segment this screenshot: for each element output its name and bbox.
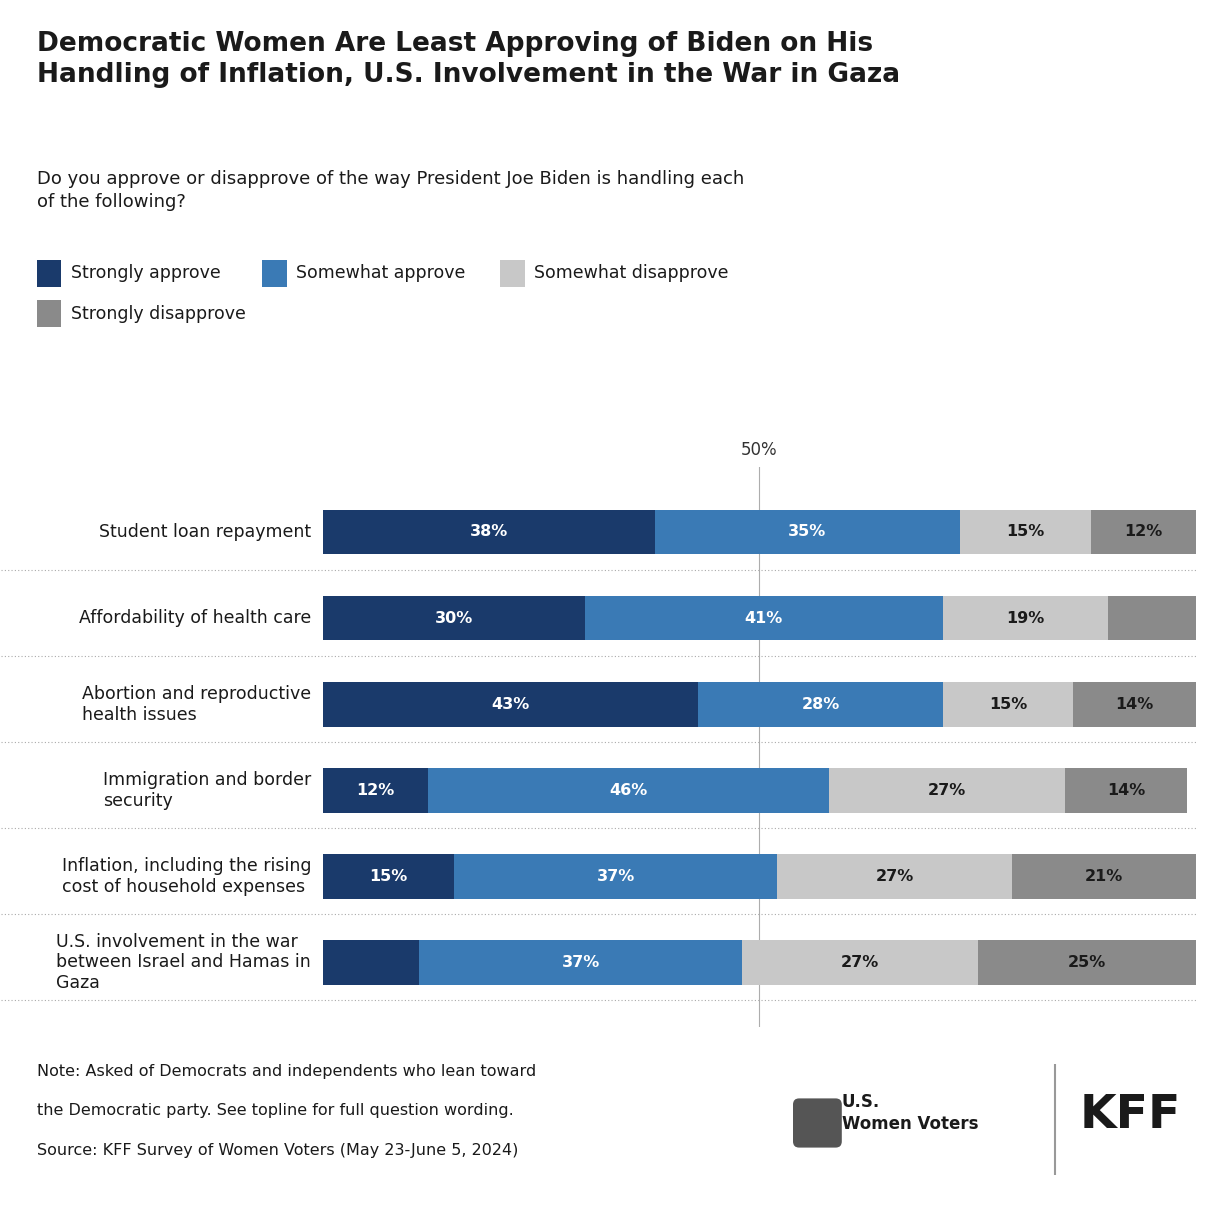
- Bar: [960, 509, 1091, 555]
- Text: 35%: 35%: [788, 524, 827, 540]
- Bar: [1065, 768, 1187, 813]
- Bar: [1091, 509, 1196, 555]
- Bar: [1108, 595, 1196, 641]
- Text: Democratic Women Are Least Approving of Biden on His
Handling of Inflation, U.S.: Democratic Women Are Least Approving of …: [37, 31, 899, 87]
- Text: Note: Asked of Democrats and independents who lean toward: Note: Asked of Democrats and independent…: [37, 1064, 536, 1079]
- Text: Somewhat disapprove: Somewhat disapprove: [534, 264, 728, 282]
- Text: 14%: 14%: [1115, 696, 1154, 712]
- Text: U.S.
Women Voters: U.S. Women Voters: [842, 1093, 978, 1133]
- Text: 38%: 38%: [470, 524, 509, 540]
- Bar: [420, 940, 742, 985]
- Bar: [830, 768, 1065, 813]
- Text: Somewhat approve: Somewhat approve: [296, 264, 466, 282]
- Text: 12%: 12%: [356, 782, 395, 798]
- Text: Inflation, including the rising
cost of household expenses: Inflation, including the rising cost of …: [61, 857, 311, 895]
- Text: Student loan repayment: Student loan repayment: [99, 523, 311, 541]
- Text: 27%: 27%: [876, 868, 914, 884]
- Text: 19%: 19%: [1006, 610, 1044, 626]
- Text: Strongly disapprove: Strongly disapprove: [71, 305, 245, 322]
- Bar: [323, 940, 420, 985]
- Text: 37%: 37%: [597, 868, 634, 884]
- Text: 25%: 25%: [1068, 954, 1105, 970]
- Text: 41%: 41%: [744, 610, 783, 626]
- Bar: [742, 940, 977, 985]
- Text: 27%: 27%: [841, 954, 878, 970]
- Text: KFF: KFF: [1080, 1093, 1181, 1138]
- Text: 21%: 21%: [1085, 868, 1124, 884]
- Text: Strongly approve: Strongly approve: [71, 264, 221, 282]
- Bar: [323, 681, 698, 727]
- Text: 14%: 14%: [1107, 782, 1144, 798]
- Bar: [428, 768, 830, 813]
- Text: 43%: 43%: [492, 696, 529, 712]
- Text: the Democratic party. See topline for full question wording.: the Democratic party. See topline for fu…: [37, 1103, 514, 1118]
- Bar: [323, 768, 428, 813]
- Bar: [323, 595, 586, 641]
- Bar: [586, 595, 943, 641]
- Bar: [977, 940, 1196, 985]
- Text: 15%: 15%: [1006, 524, 1044, 540]
- Text: Source: KFF Survey of Women Voters (May 23-June 5, 2024): Source: KFF Survey of Women Voters (May …: [37, 1143, 518, 1157]
- Text: 15%: 15%: [370, 868, 407, 884]
- Bar: [323, 509, 655, 555]
- Bar: [698, 681, 943, 727]
- Bar: [1013, 854, 1196, 899]
- Bar: [323, 854, 454, 899]
- Text: 15%: 15%: [989, 696, 1027, 712]
- Text: Immigration and border
security: Immigration and border security: [102, 771, 311, 809]
- Text: 50%: 50%: [741, 440, 778, 459]
- Text: 12%: 12%: [1124, 524, 1163, 540]
- Text: Abortion and reproductive
health issues: Abortion and reproductive health issues: [82, 685, 311, 723]
- Bar: [943, 595, 1108, 641]
- Bar: [655, 509, 960, 555]
- Bar: [777, 854, 1013, 899]
- Text: 46%: 46%: [610, 782, 648, 798]
- Text: 37%: 37%: [561, 954, 600, 970]
- Text: U.S. involvement in the war
between Israel and Hamas in
Gaza: U.S. involvement in the war between Isra…: [56, 932, 311, 993]
- Text: 27%: 27%: [928, 782, 966, 798]
- Bar: [943, 681, 1074, 727]
- Text: 28%: 28%: [802, 696, 839, 712]
- Text: Affordability of health care: Affordability of health care: [79, 609, 311, 627]
- Bar: [1074, 681, 1196, 727]
- Text: 30%: 30%: [436, 610, 473, 626]
- Bar: [454, 854, 777, 899]
- Text: Do you approve or disapprove of the way President Joe Biden is handling each
of : Do you approve or disapprove of the way …: [37, 170, 744, 212]
